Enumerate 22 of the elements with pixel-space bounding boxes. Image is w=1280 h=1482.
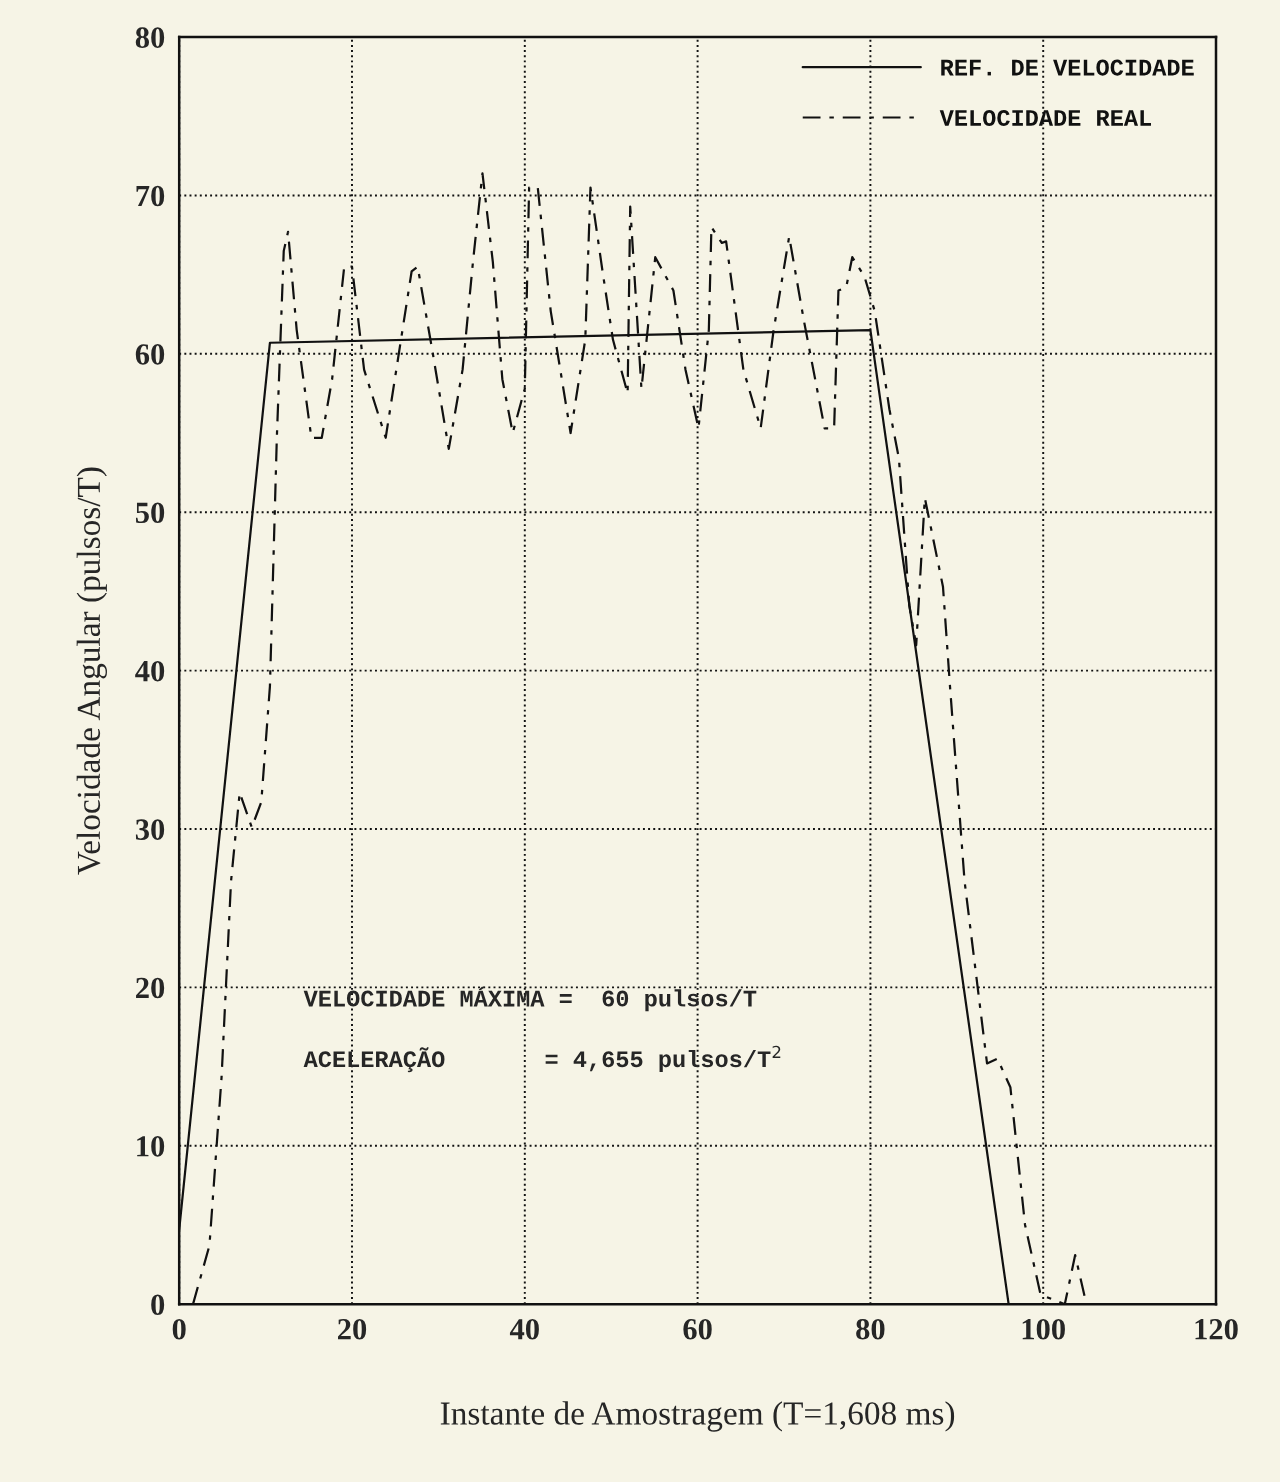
y-axis-title: Velocidade Angular (pulsos/T)	[76, 467, 107, 875]
x-tick-label: 120	[1195, 1318, 1238, 1340]
y-tick-label: 60	[135, 344, 165, 365]
x-tick-label: 20	[338, 1318, 367, 1340]
y-tick-label: 50	[135, 502, 165, 524]
y-tick-label: 0	[151, 1294, 165, 1316]
y-tick-label: 80	[135, 27, 165, 48]
annotation: ACELERAÇÃO = 4,655 pulsos/T$^{2}$	[303, 1045, 781, 1073]
x-tick-label: 100	[1022, 1318, 1065, 1340]
y-tick-label: 20	[136, 977, 165, 999]
legend-label: VELOCIDADE REAL	[939, 109, 1151, 126]
y-tick-label: 30	[135, 819, 165, 840]
legend-label: REF. DE VELOCIDADE	[941, 59, 1194, 76]
x-tick-label: 0	[172, 1318, 186, 1340]
y-tick-label: 10	[137, 1136, 165, 1157]
x-tick-label: 60	[683, 1318, 712, 1340]
x-tick-label: 80	[856, 1318, 885, 1340]
annotation: VELOCIDADE MÁXIMA = 60 pulsos/T	[303, 986, 757, 1012]
y-tick-label: 70	[136, 185, 165, 207]
x-axis-title: Instante de Amostragem (T=1,608 ms)	[440, 1401, 955, 1432]
y-tick-label: 40	[135, 660, 165, 682]
x-tick-label: 40	[509, 1318, 539, 1340]
